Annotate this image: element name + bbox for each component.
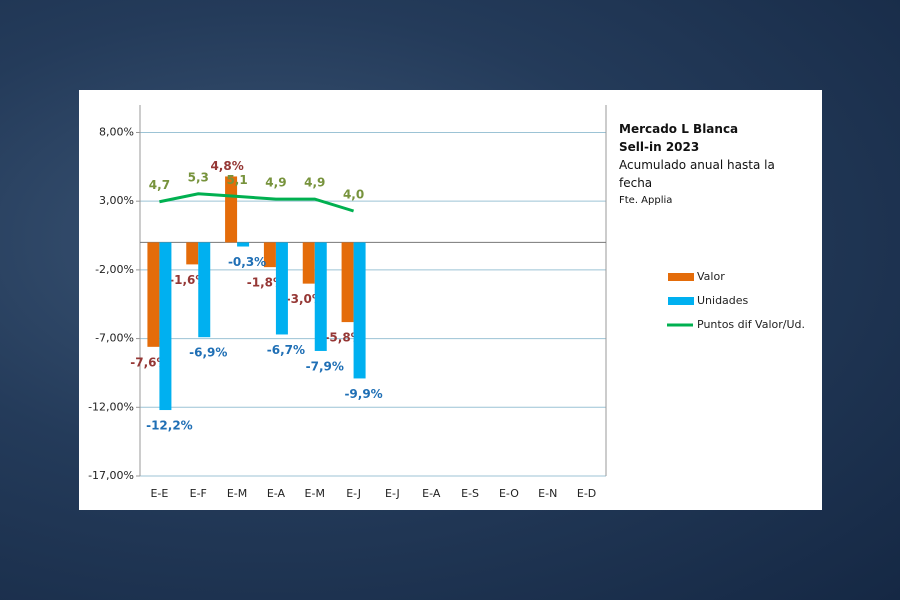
chart-text: Mercado L Blanca Sell-in 2023 Acumulado … (619, 120, 799, 210)
bar (186, 242, 199, 265)
bar (147, 242, 160, 347)
bar (159, 242, 172, 411)
bar (275, 242, 288, 335)
x-tick-label: E-D (577, 487, 596, 500)
line (159, 192, 355, 213)
data-label: -12,2% (146, 419, 193, 433)
bar (341, 242, 354, 323)
data-label: -6,9% (189, 346, 227, 360)
data-label: 5,1 (226, 173, 247, 187)
legend-marker (668, 273, 694, 281)
data-label: -3,0% (286, 292, 324, 306)
data-label: -9,9% (344, 387, 382, 401)
chart-description: Acumulado anual hasta la fecha (619, 158, 775, 190)
legend-label: Puntos dif Valor/Ud. (697, 318, 805, 331)
chart-subtitle: Sell-in 2023 (619, 140, 700, 154)
chart-title: Mercado L Blanca (619, 122, 739, 136)
bar (263, 242, 276, 268)
bar (353, 242, 366, 379)
x-tick-label: E-N (538, 487, 557, 500)
x-tick-label: E-A (422, 487, 441, 500)
x-tick-label: E-E (150, 487, 168, 500)
bar (314, 242, 327, 351)
data-label: 4,0 (343, 188, 364, 202)
data-label: -0,3% (228, 255, 266, 269)
x-tick-label: E-M (227, 487, 247, 500)
y-tick-label: 3,00% (99, 194, 134, 207)
x-tick-label: E-J (385, 487, 400, 500)
x-tick-label: E-F (190, 487, 207, 500)
bar (302, 242, 315, 284)
y-tick-label: 8,00% (99, 125, 134, 138)
bar (225, 176, 238, 243)
legend-label: Valor (697, 270, 725, 283)
data-label: -7,6% (130, 355, 168, 369)
data-label: -1,8% (247, 276, 285, 290)
legend-label: Unidades (697, 294, 749, 307)
data-label: -5,8% (324, 331, 362, 345)
data-label: 4,8% (210, 159, 243, 173)
y-tick-label: -17,00% (88, 469, 134, 482)
x-tick-label: E-J (346, 487, 361, 500)
data-label: -1,6% (169, 273, 207, 287)
data-label: 4,9 (265, 176, 286, 190)
x-tick-label: E-S (461, 487, 479, 500)
x-tick-label: E-O (499, 487, 519, 500)
x-tick-label: E-A (267, 487, 286, 500)
legend-marker (668, 297, 694, 305)
y-tick-label: -7,00% (95, 332, 134, 345)
bar (198, 242, 211, 338)
data-label: 4,7 (149, 178, 170, 192)
data-label: 5,3 (188, 170, 209, 184)
y-tick-label: -2,00% (95, 263, 134, 276)
data-label: -6,7% (267, 343, 305, 357)
data-label: -7,9% (306, 359, 344, 373)
y-tick-label: -12,00% (88, 400, 134, 413)
data-label: 4,9 (304, 176, 325, 190)
chart-source: Fte. Applia (619, 195, 673, 206)
x-tick-label: E-M (305, 487, 325, 500)
bar (237, 242, 250, 247)
